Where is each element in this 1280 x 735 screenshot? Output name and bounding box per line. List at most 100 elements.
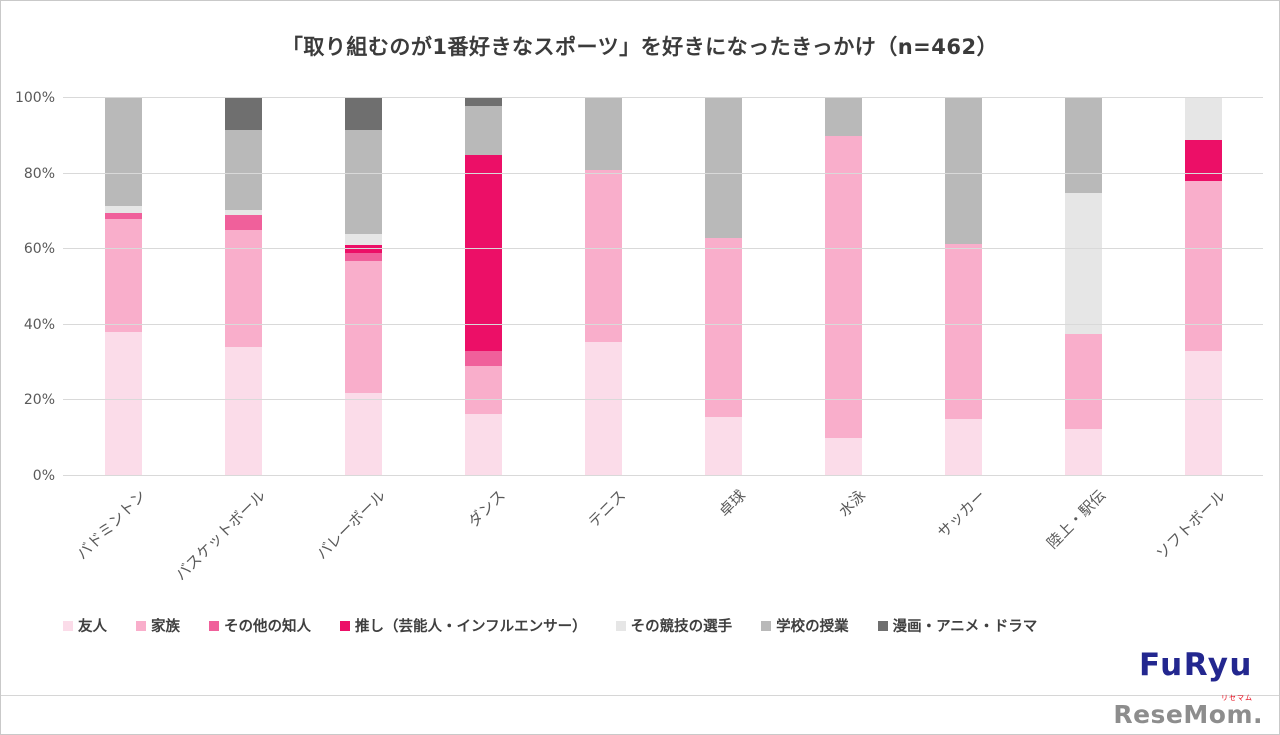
bar-segment [464, 105, 502, 155]
y-axis-tick-label: 40% [23, 316, 55, 333]
y-axis-tick-label: 100% [14, 90, 55, 106]
bar-segment [584, 169, 622, 342]
x-axis-category-label: 水泳 [835, 486, 870, 521]
x-axis-category-label: 卓球 [715, 486, 750, 521]
stacked-bar [824, 98, 862, 476]
stacked-bar [104, 98, 142, 476]
legend-label: その競技の選手 [630, 619, 733, 635]
bar-segment [1184, 139, 1222, 182]
legend-swatch [63, 620, 73, 631]
bar-segment [224, 215, 262, 231]
legend-swatch [615, 620, 626, 631]
bar-segment [224, 98, 262, 131]
bar-column [903, 98, 1023, 476]
legend-item: 漫画・アニメ・ドラマ [877, 615, 1038, 636]
bar-column [303, 98, 423, 476]
bar-segment [224, 230, 262, 348]
legend-label: 推し（芸能人・インフルエンサー） [355, 619, 587, 635]
bar-column [663, 98, 783, 476]
bar-segment [464, 366, 502, 414]
bar-column [63, 98, 183, 476]
gridline [63, 399, 1263, 401]
resemom-logo-text: ReseMom. [1113, 700, 1263, 729]
bar-column [783, 98, 903, 476]
gridline [63, 475, 1263, 476]
gridline [63, 172, 1263, 174]
bar-segment [944, 98, 982, 244]
bar-segment [704, 237, 742, 418]
bar-segment [344, 130, 382, 235]
bar-segment [104, 218, 142, 333]
bar-segment [464, 154, 502, 352]
gridline [63, 97, 1263, 98]
bar-segment [704, 98, 742, 238]
legend-swatch [340, 620, 350, 631]
legend-swatch [761, 620, 772, 631]
bar-segment [344, 234, 382, 246]
y-axis-tick-label: 20% [23, 392, 55, 409]
stacked-bar [1184, 98, 1222, 476]
x-axis-labels: バドミントン バスケットボール バレーボール ダンス テニス 卓球 水泳 サッカー 陸上・駅伝ソ… [63, 476, 1263, 596]
gridline [63, 248, 1263, 250]
bars-layer [63, 98, 1263, 476]
legend-label: 学校の授業 [776, 619, 849, 635]
bar-segment [704, 417, 742, 476]
footer-divider [1, 695, 1279, 696]
legend-label: 友人 [78, 619, 107, 635]
legend-swatch [877, 620, 888, 631]
bar-segment [224, 209, 262, 216]
bar-segment [944, 419, 982, 476]
y-axis-tick-label: 60% [23, 241, 55, 258]
legend-label: 家族 [151, 619, 180, 635]
legend-swatch [209, 620, 219, 631]
legend: 友人 家族 その他の知人 推し（芸能人・インフルエンサー） その競技の選手 学校の授業 漫画… [63, 615, 1223, 636]
bar-segment [824, 438, 862, 476]
x-axis-category-label: ダンス [464, 486, 510, 531]
chart-title: 「取り組むのが1番好きなスポーツ」を好きになったきっかけ（n=462） [281, 35, 999, 59]
stacked-bar [344, 98, 382, 476]
bar-segment [344, 260, 382, 393]
bar-segment [1064, 334, 1102, 429]
stacked-bar [584, 98, 622, 476]
legend-item: その他の知人 [209, 615, 311, 636]
bar-segment [344, 253, 382, 261]
furyu-logo: FuRyu [1139, 647, 1253, 683]
bar-segment [464, 413, 502, 476]
bar-column [1143, 98, 1263, 476]
bar-segment [464, 98, 502, 106]
bar-segment [824, 98, 862, 136]
bar-segment [344, 245, 382, 253]
legend-item: その競技の選手 [615, 615, 733, 636]
bar-segment [944, 243, 982, 420]
legend-item: 学校の授業 [761, 615, 849, 636]
y-axis-tick-label: 80% [23, 165, 55, 182]
bar-segment [104, 332, 142, 476]
bar-segment [1064, 98, 1102, 193]
legend-item: 推し（芸能人・インフルエンサー） [340, 615, 587, 636]
bar-segment [1184, 181, 1222, 352]
x-axis-category-label: ソフトボール [1152, 486, 1230, 563]
x-axis-category-label: バドミントン [72, 486, 150, 564]
bar-segment [1184, 351, 1222, 476]
legend-label: 漫画・アニメ・ドラマ [892, 619, 1038, 635]
x-axis-category-label: 陸上・駅伝 [1043, 486, 1110, 553]
legend-swatch [136, 620, 146, 631]
legend-item: 家族 [136, 615, 180, 636]
y-axis-tick-label: 0% [32, 468, 55, 484]
x-axis-category-label: テニス [584, 486, 630, 531]
bar-segment [224, 347, 262, 476]
resemom-ruby-text: リセマム [1221, 694, 1253, 702]
legend-label: その他の知人 [224, 619, 311, 635]
legend-item: 友人 [63, 615, 107, 636]
bar-segment [104, 98, 142, 206]
stacked-bar [1064, 98, 1102, 476]
bar-segment [464, 351, 502, 367]
bar-segment [344, 392, 382, 476]
stacked-bar [944, 98, 982, 476]
bar-segment [1184, 98, 1222, 140]
bar-column [423, 98, 543, 476]
bar-column [1023, 98, 1143, 476]
gridline [63, 323, 1263, 325]
resemom-logo: ReseMom. リセマム [1113, 694, 1263, 729]
